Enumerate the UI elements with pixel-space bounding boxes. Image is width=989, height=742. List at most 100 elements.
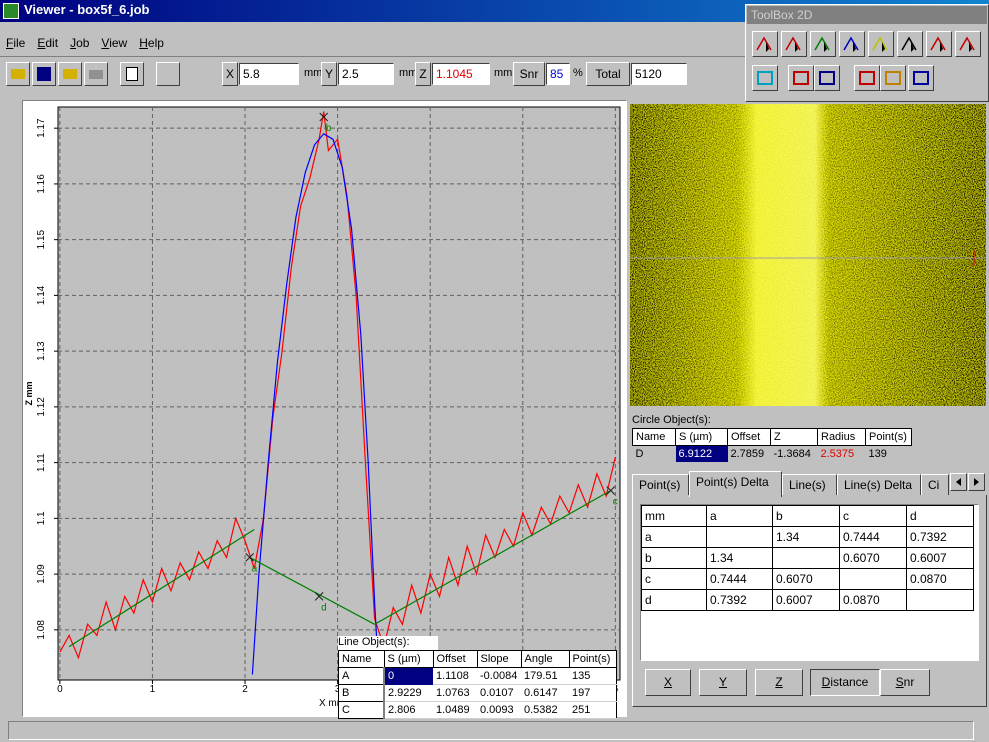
cell: 0.6070: [773, 569, 840, 590]
tool-button[interactable]: [880, 65, 906, 91]
tab-left-arrow[interactable]: [950, 473, 967, 491]
y-tick-label: 1.13: [36, 341, 47, 361]
row: D6.91222.7859-1.36842.5375139: [633, 446, 912, 463]
tool-button[interactable]: [752, 31, 778, 57]
y-tick-label: 1.09: [36, 564, 47, 584]
cell: -0.0084: [477, 668, 521, 685]
cell: C: [339, 702, 385, 719]
tool-icon: [869, 32, 893, 56]
y-tick-label: 1.1: [36, 511, 47, 525]
cell: [907, 590, 974, 611]
cell: 0.7392: [907, 527, 974, 548]
button[interactable]: Distance: [810, 669, 880, 696]
cell: 179.51: [521, 668, 569, 685]
y-tick-label: 1.11: [36, 453, 47, 472]
tool-icon: [927, 32, 951, 56]
cell: D: [633, 446, 676, 463]
tool-icon: [782, 32, 806, 56]
row: A01.1108-0.0084179.51135: [339, 668, 617, 685]
tool-button[interactable]: [781, 31, 807, 57]
button[interactable]: Z: [755, 669, 803, 696]
tool-button[interactable]: [810, 31, 836, 57]
tab[interactable]: Line(s): [782, 474, 837, 496]
cell: 0.5382: [521, 702, 569, 719]
cell: 1.0489: [433, 702, 477, 719]
tool-icon: [811, 32, 835, 56]
cell: 0.0107: [477, 685, 521, 702]
button[interactable]: Snr: [880, 669, 930, 696]
button[interactable]: Y: [699, 669, 747, 696]
row: a1.340.74440.7392: [642, 527, 974, 548]
header-cell: a: [707, 506, 773, 527]
tab[interactable]: Point(s) Delta: [689, 471, 782, 497]
header-cell: Angle: [521, 651, 569, 668]
tab[interactable]: Line(s) Delta: [837, 474, 921, 496]
tab[interactable]: Ci: [921, 474, 949, 496]
y-tick-label: 1.15: [36, 229, 47, 249]
tool-button[interactable]: [839, 31, 865, 57]
row: d0.73920.60070.0870: [642, 590, 974, 611]
tab-right-arrow[interactable]: [968, 473, 985, 491]
header-cell: Slope: [477, 651, 521, 668]
cell: 0.6147: [521, 685, 569, 702]
line-objects-title: Line Object(s):: [338, 636, 438, 650]
cell: [707, 527, 773, 548]
header-cell: c: [840, 506, 907, 527]
tool-icon: [840, 32, 864, 56]
cell: 2.9229: [384, 685, 433, 702]
total-field[interactable]: 5120: [631, 63, 687, 85]
cell: 1.34: [773, 527, 840, 548]
point-label: d: [321, 602, 327, 613]
cell: 0: [384, 668, 433, 685]
status-bar: [8, 721, 974, 740]
cell: 1.1108: [433, 668, 477, 685]
cell: [773, 548, 840, 569]
tool-button[interactable]: [854, 65, 880, 91]
tool-button[interactable]: [752, 65, 778, 91]
tool-button[interactable]: [788, 65, 814, 91]
cell: -1.3684: [771, 446, 818, 463]
tab[interactable]: Point(s): [632, 474, 689, 496]
image-view: [630, 104, 986, 406]
cell: 0.7444: [840, 527, 907, 548]
row: b1.340.60700.6007: [642, 548, 974, 569]
header-cell: b: [773, 506, 840, 527]
tool-icon: [789, 66, 813, 90]
image-band: [630, 104, 986, 406]
tool-button[interactable]: [897, 31, 923, 57]
tool-button[interactable]: [908, 65, 934, 91]
cell: 139: [866, 446, 912, 463]
tab-strip: Point(s)Point(s) DeltaLine(s)Line(s) Del…: [632, 471, 988, 497]
header-cell: Point(s): [866, 429, 912, 446]
header-cell: d: [907, 506, 974, 527]
header-cell: S (µm): [384, 651, 433, 668]
cell: 0.7444: [707, 569, 773, 590]
cell: 251: [569, 702, 616, 719]
tool-icon: [753, 32, 777, 56]
x-tick-label: 0: [57, 684, 63, 695]
tool-button[interactable]: [814, 65, 840, 91]
plot-area: [58, 107, 620, 680]
header-cell: S (µm): [676, 429, 728, 446]
point-label: c: [613, 496, 618, 507]
cell: 2.806: [384, 702, 433, 719]
tool-button[interactable]: [955, 31, 981, 57]
tool-button[interactable]: [868, 31, 894, 57]
cell: 0.6007: [773, 590, 840, 611]
tool-button[interactable]: [926, 31, 952, 57]
header-cell: Offset: [433, 651, 477, 668]
y-tick-label: 1.17: [36, 118, 47, 138]
cell: d: [642, 590, 707, 611]
header-cell: mm: [642, 506, 707, 527]
button[interactable]: X: [645, 669, 691, 696]
cell: A: [339, 668, 385, 685]
chart: 1.081.091.11.111.121.131.141.151.161.170…: [0, 0, 630, 720]
cell: 6.9122: [676, 446, 728, 463]
y-tick-label: 1.12: [36, 397, 47, 417]
